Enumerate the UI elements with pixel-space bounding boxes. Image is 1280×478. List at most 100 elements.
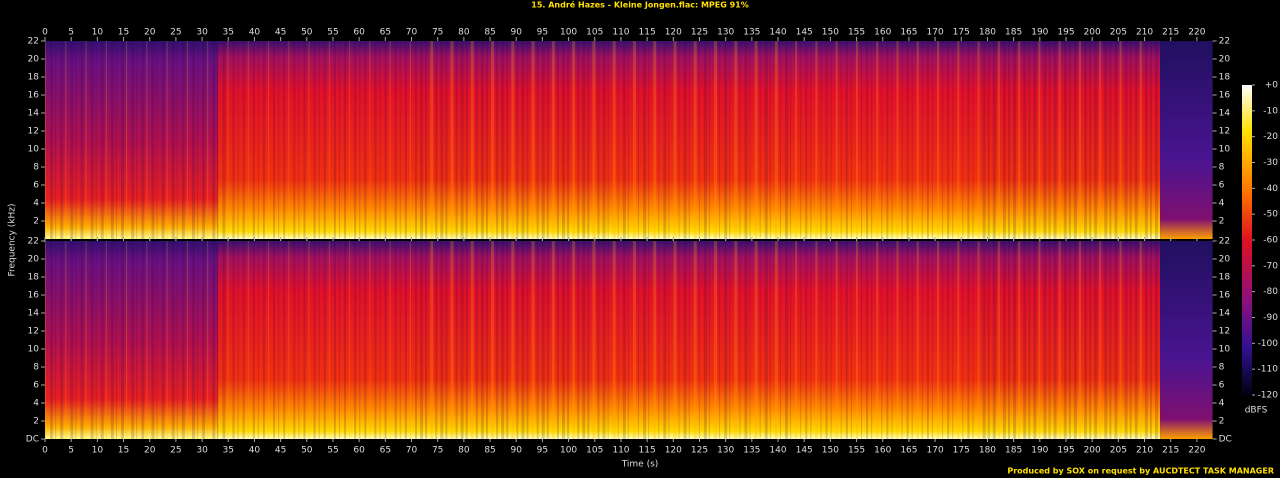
spectrum-streak (501, 241, 505, 439)
y-tick-label: 22 (1219, 37, 1230, 47)
spectrum-streak (166, 41, 168, 239)
spectrum-streak (60, 241, 64, 439)
spectrum-streak (1139, 241, 1142, 439)
spectrum-streak (151, 241, 155, 439)
spectrum-streak (982, 41, 986, 239)
spectrum-streak (1094, 241, 1098, 439)
spectrum-streak (931, 241, 933, 439)
chart-title: 15. André Hazes - Kleine Jongen.flac: MP… (531, 0, 748, 10)
spectrum-streak (643, 241, 647, 439)
spectrum-streak (1149, 241, 1152, 439)
spectrum-streak (526, 241, 529, 439)
spectrum-streak (141, 41, 145, 239)
spectrum-streak (921, 41, 923, 239)
spectrum-streak (622, 241, 626, 439)
spectrum-streak (435, 241, 438, 439)
colorbar-tick-label: -70 (1263, 261, 1278, 271)
spectrum-streak (886, 241, 889, 439)
spectrum-streak (181, 241, 185, 439)
spectrum-streak (333, 241, 336, 439)
spectrum-streak (126, 41, 128, 239)
spectrum-streak (349, 241, 351, 439)
spectrum-streak (176, 41, 178, 239)
spectrum-streak (344, 41, 347, 239)
spectrum-streak (318, 41, 320, 239)
spectrum-streak (947, 41, 950, 239)
spectrum-streak (577, 241, 580, 439)
spectrum-streak (627, 241, 629, 439)
spectrum-streak (191, 241, 195, 439)
spectrum-streak (1114, 41, 1118, 239)
spectrum-streak (795, 241, 798, 439)
spectrum-streak (876, 41, 879, 239)
spectrum-streak (972, 241, 974, 439)
spectrum-streak (627, 41, 629, 239)
spectrum-streak (1104, 241, 1108, 439)
spectrum-streak (688, 241, 690, 439)
spectrum-streak (1008, 41, 1011, 239)
spectrum-streak (85, 241, 87, 439)
x-tick-label: 70 (406, 28, 418, 38)
spectrum-streak (90, 241, 94, 439)
spectrum-streak (901, 241, 903, 439)
x-tick-label: 5 (68, 28, 74, 38)
spectrum-streak (1038, 241, 1041, 439)
x-tick-label: 210 (1136, 446, 1153, 456)
spectrum-streak (227, 41, 229, 239)
x-tick-label: 125 (691, 446, 708, 456)
spectrum-streak (597, 41, 600, 239)
spectrum-streak (1068, 241, 1071, 439)
spectrum-streak (1048, 41, 1051, 239)
spectrum-streak (906, 41, 909, 239)
spectrum-streak (374, 41, 377, 239)
y-tick-label: 4 (1219, 199, 1225, 209)
y-tick-label: 18 (1219, 273, 1231, 283)
spectrum-streak (222, 241, 226, 439)
y-tick-label: 16 (1219, 91, 1231, 101)
spectrum-streak (470, 241, 474, 439)
spectrum-streak (115, 41, 117, 239)
spectrum-streak (212, 241, 216, 439)
y-tick-label: 20 (28, 255, 40, 265)
spectrum-streak (521, 241, 525, 439)
spectrum-streak (612, 241, 616, 439)
spectrum-streak (683, 41, 687, 239)
spectrum-streak (278, 241, 280, 439)
spectrum-end (1160, 241, 1213, 439)
spectrum-streak (420, 241, 424, 439)
spectrum-streak (252, 41, 255, 239)
spectrum-streak (475, 41, 478, 239)
spectrum-streak (891, 241, 893, 439)
spectrum-streak (298, 41, 300, 239)
spectrum-streak (683, 241, 687, 439)
spectrum-streak (425, 41, 428, 239)
spectrum-streak (45, 241, 46, 439)
spectrum-streak (977, 41, 980, 239)
spectrum-streak (632, 241, 636, 439)
spectrum-streak (379, 41, 381, 239)
spectrum-streak (1129, 41, 1132, 239)
spectrum-main (217, 41, 1161, 239)
spectrum-streak (714, 41, 718, 239)
spectrum-streak (658, 241, 660, 439)
spectrum-streak (455, 41, 458, 239)
spectrum-streak (871, 241, 873, 439)
spectrum-streak (1119, 241, 1122, 439)
spectrum-streak (506, 41, 509, 239)
spectrum-streak (131, 241, 135, 439)
spectrum-streak (845, 241, 848, 439)
y-tick-label: 2 (1219, 417, 1225, 427)
spectrum-streak (774, 241, 778, 439)
spectrum-streak (1078, 241, 1081, 439)
x-tick-label: 0 (42, 446, 48, 456)
spectrum-streak (896, 41, 899, 239)
x-tick-label: 15 (118, 28, 129, 38)
x-tick-label: 130 (717, 28, 734, 38)
spectrum-streak (1134, 241, 1138, 439)
spectrum-streak (653, 41, 657, 239)
spectrum-streak (926, 41, 929, 239)
spectrum-streak (399, 241, 401, 439)
spectrum-streak (769, 241, 771, 439)
spectrum-streak (80, 41, 84, 239)
spectrum-streak (354, 241, 357, 439)
